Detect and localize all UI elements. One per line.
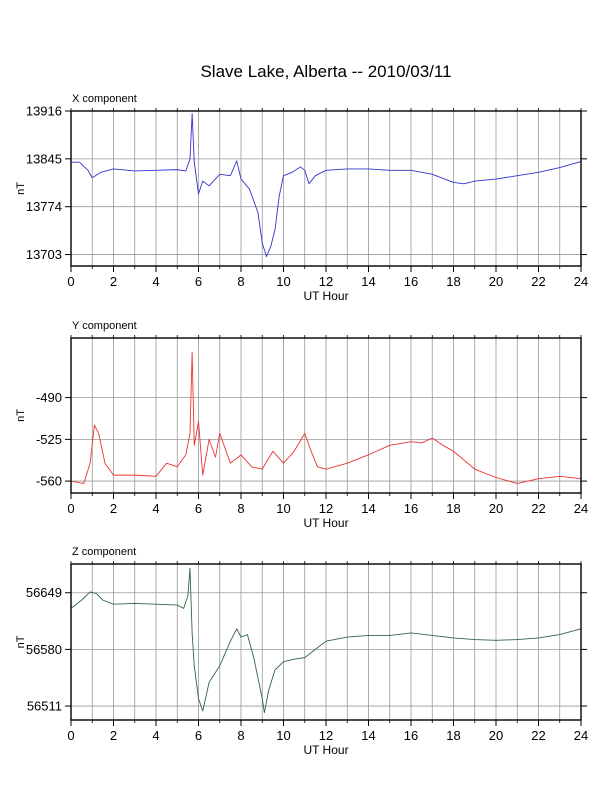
x-tick-label: 18 bbox=[446, 501, 460, 516]
x-tick-label: 12 bbox=[319, 274, 333, 289]
panel-label: X component bbox=[72, 93, 137, 105]
x-axis-label: UT Hour bbox=[303, 743, 348, 757]
x-tick-label: 2 bbox=[110, 728, 117, 743]
x-tick-label: 10 bbox=[276, 501, 290, 516]
x-tick-label: 10 bbox=[276, 728, 290, 743]
x-tick-label: 14 bbox=[361, 501, 375, 516]
x-tick-label: 2 bbox=[110, 501, 117, 516]
x-tick-label: 20 bbox=[489, 274, 503, 289]
x-tick-label: 0 bbox=[67, 274, 74, 289]
x-tick-label: 14 bbox=[361, 274, 375, 289]
x-tick-label: 0 bbox=[67, 728, 74, 743]
x-tick-label: 16 bbox=[404, 501, 418, 516]
panel-label: Y component bbox=[72, 320, 137, 332]
x-tick-label: 10 bbox=[276, 274, 290, 289]
x-tick-label: 24 bbox=[574, 274, 588, 289]
x-tick-label: 18 bbox=[446, 728, 460, 743]
figure-title: Slave Lake, Alberta -- 2010/03/11 bbox=[200, 62, 451, 81]
y-tick-label: 56580 bbox=[26, 642, 62, 657]
x-tick-label: 6 bbox=[195, 728, 202, 743]
x-tick-label: 12 bbox=[319, 728, 333, 743]
x-tick-label: 0 bbox=[67, 501, 74, 516]
y-tick-label: 13845 bbox=[26, 151, 62, 166]
x-axis-label: UT Hour bbox=[303, 289, 348, 303]
y-tick-label: -525 bbox=[36, 432, 62, 447]
x-tick-label: 24 bbox=[574, 501, 588, 516]
x-tick-label: 14 bbox=[361, 728, 375, 743]
x-tick-label: 8 bbox=[237, 274, 244, 289]
y-axis-label: nT bbox=[15, 409, 27, 422]
x-tick-label: 4 bbox=[152, 728, 159, 743]
panel-label: Z component bbox=[72, 546, 136, 558]
y-tick-label: -560 bbox=[36, 474, 62, 489]
x-tick-label: 20 bbox=[489, 728, 503, 743]
x-tick-label: 16 bbox=[404, 274, 418, 289]
data-series-line bbox=[70, 351, 582, 484]
y-tick-label: -490 bbox=[36, 390, 62, 405]
x-tick-label: 4 bbox=[152, 274, 159, 289]
x-tick-label: 16 bbox=[404, 728, 418, 743]
y-tick-label: 13916 bbox=[26, 104, 62, 119]
y-tick-label: 13703 bbox=[26, 247, 62, 262]
x-tick-label: 6 bbox=[195, 274, 202, 289]
panel-1: 0 2 4 6 8 10 12 14 16 18 20 22 241370313774138451391… bbox=[15, 93, 588, 303]
x-tick-label: 6 bbox=[195, 501, 202, 516]
x-tick-label: 2 bbox=[110, 274, 117, 289]
y-tick-label: 56649 bbox=[26, 585, 62, 600]
x-tick-label: 12 bbox=[319, 501, 333, 516]
y-tick-label: 13774 bbox=[26, 199, 62, 214]
data-series-line bbox=[71, 113, 582, 258]
x-tick-label: 8 bbox=[237, 728, 244, 743]
x-tick-label: 4 bbox=[152, 501, 159, 516]
y-axis-label: nT bbox=[15, 182, 27, 195]
y-axis-label: nT bbox=[15, 635, 27, 648]
x-tick-label: 8 bbox=[237, 501, 244, 516]
x-axis-label: UT Hour bbox=[303, 516, 348, 530]
x-tick-label: 22 bbox=[531, 501, 545, 516]
x-tick-label: 18 bbox=[446, 274, 460, 289]
x-tick-label: 22 bbox=[531, 728, 545, 743]
y-tick-label: 56511 bbox=[27, 699, 62, 714]
data-series-line bbox=[70, 567, 582, 714]
x-tick-label: 24 bbox=[574, 728, 588, 743]
x-tick-label: 20 bbox=[489, 501, 503, 516]
x-tick-label: 22 bbox=[531, 274, 545, 289]
